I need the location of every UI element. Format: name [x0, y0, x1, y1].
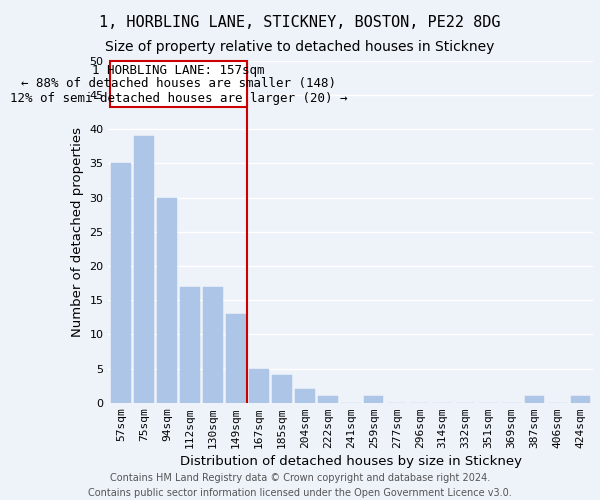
Bar: [318, 396, 338, 403]
Bar: [180, 286, 200, 403]
Bar: [134, 136, 154, 403]
Bar: [295, 389, 314, 403]
Bar: [364, 396, 383, 403]
Y-axis label: Number of detached properties: Number of detached properties: [71, 127, 84, 337]
Bar: [157, 198, 177, 403]
Text: 1 HORBLING LANE: 157sqm: 1 HORBLING LANE: 157sqm: [92, 64, 265, 77]
Text: Size of property relative to detached houses in Stickney: Size of property relative to detached ho…: [106, 40, 494, 54]
FancyBboxPatch shape: [110, 61, 247, 108]
Bar: [203, 286, 223, 403]
X-axis label: Distribution of detached houses by size in Stickney: Distribution of detached houses by size …: [180, 455, 522, 468]
Bar: [525, 396, 544, 403]
Bar: [112, 164, 131, 403]
Bar: [571, 396, 590, 403]
Text: 1, HORBLING LANE, STICKNEY, BOSTON, PE22 8DG: 1, HORBLING LANE, STICKNEY, BOSTON, PE22…: [99, 15, 501, 30]
Text: Contains HM Land Registry data © Crown copyright and database right 2024.
Contai: Contains HM Land Registry data © Crown c…: [88, 472, 512, 498]
Bar: [226, 314, 245, 403]
Text: 12% of semi-detached houses are larger (20) →: 12% of semi-detached houses are larger (…: [10, 92, 347, 105]
Text: ← 88% of detached houses are smaller (148): ← 88% of detached houses are smaller (14…: [21, 77, 336, 90]
Bar: [249, 368, 269, 403]
Bar: [272, 376, 292, 403]
